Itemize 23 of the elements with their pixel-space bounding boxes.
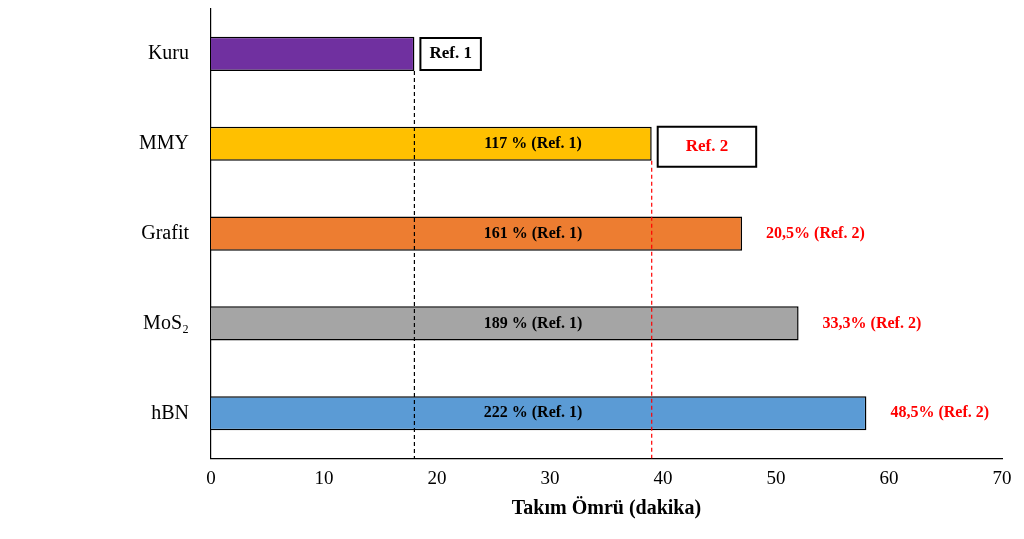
x-tick-label: 30	[540, 466, 560, 488]
annotation: 117 % (Ref. 1)	[484, 133, 582, 152]
ref-line-label: Ref. 2	[685, 136, 729, 156]
y-tick-label: Kuru	[147, 41, 190, 64]
ref-line-label: Ref. 1	[429, 43, 472, 63]
x-tick-label: 70	[992, 466, 1012, 488]
x-tick-label: 20	[427, 466, 447, 488]
x-tick-label: 50	[766, 466, 786, 488]
annotation: 222 % (Ref. 1)	[483, 403, 583, 422]
y-tick-label: Grafit	[141, 220, 190, 243]
annotation: 189 % (Ref. 1)	[483, 313, 583, 332]
x-tick-label: 10	[314, 466, 334, 488]
x-tick-label: 0	[206, 466, 216, 488]
annotation: 48,5% (Ref. 2)	[890, 403, 990, 422]
y-tick-label: MoS₂	[143, 310, 190, 333]
x-tick-label: 40	[653, 466, 673, 488]
x-tick-label: 60	[879, 466, 899, 488]
annotation: 20,5% (Ref. 2)	[766, 223, 865, 242]
annotation: 161 % (Ref. 1)	[483, 223, 583, 242]
annotation: 33,3% (Ref. 2)	[822, 313, 922, 332]
y-tick-label: hBN	[151, 400, 190, 423]
y-tick-label: MMY	[138, 131, 190, 154]
x-axis-title: Takım Ömrü (dakika)	[511, 496, 702, 520]
